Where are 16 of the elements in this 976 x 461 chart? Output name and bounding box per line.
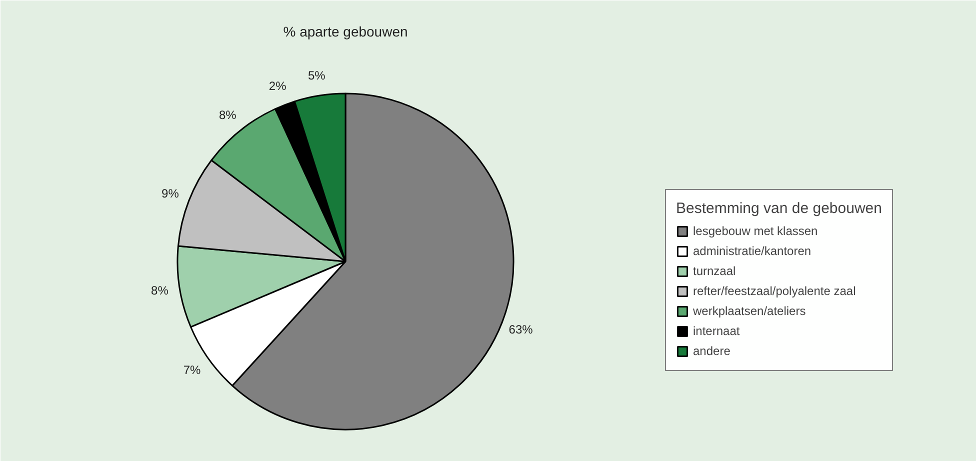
data-label: 2% bbox=[268, 79, 287, 94]
data-label: 8% bbox=[218, 108, 237, 122]
data-label: 7% bbox=[183, 363, 202, 378]
legend-label: administratie/kantoren bbox=[693, 243, 812, 260]
legend-label: andere bbox=[693, 343, 730, 360]
legend-title: Bestemming van de gebouwen bbox=[676, 200, 882, 217]
legend-label: refter/feestzaal/polyalente zaal bbox=[693, 283, 856, 300]
data-label: 5% bbox=[308, 68, 326, 83]
legend-label: lesgebouw met klassen bbox=[693, 223, 818, 240]
data-label: 63% bbox=[508, 322, 534, 336]
legend-label: werkplaatsen/ateliers bbox=[693, 303, 806, 320]
data-label: 9% bbox=[162, 186, 180, 201]
data-label: 8% bbox=[151, 283, 169, 298]
legend-label: internaat bbox=[693, 323, 740, 340]
legend-label: turnzaal bbox=[693, 263, 736, 280]
chart-title: % aparte gebouwen bbox=[283, 24, 408, 40]
